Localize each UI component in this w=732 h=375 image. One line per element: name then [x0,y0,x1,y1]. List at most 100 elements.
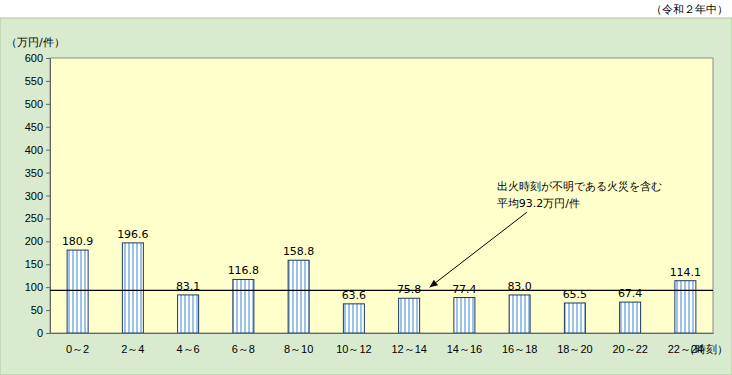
y-tick-mark [46,333,50,334]
y-tick-label: 100 [25,281,43,293]
data-label: 65.5 [563,288,588,301]
background [0,18,732,375]
x-tick: 8～10 [284,343,313,355]
y-tick: 200 [25,235,50,247]
data-label: 196.6 [117,228,149,241]
x-tick-label: 18～20 [557,343,592,355]
y-tick: 500 [25,98,50,110]
y-tick-mark [46,150,50,151]
y-axis: 0 50 100 150 200 250 300 350 400 450 500 550 600 [25,52,51,339]
subtitle: （令和２年中） [651,3,728,16]
data-label: 75.8 [397,283,422,296]
y-tick-mark [46,196,50,197]
y-tick: 450 [25,121,50,133]
data-label: 63.6 [342,289,367,302]
y-tick-mark [46,241,50,242]
y-tick: 0 [37,327,50,339]
data-label: 83.1 [176,280,201,293]
y-tick: 550 [25,75,50,87]
y-tick-mark [46,264,50,265]
bar [288,260,309,333]
y-tick: 350 [25,167,50,179]
y-tick-mark [46,310,50,311]
x-tick: 18～20 [557,343,592,355]
y-tick-label: 250 [25,212,43,224]
y-tick-mark [46,104,50,105]
x-tick: 6～8 [232,343,255,355]
data-label: 67.4 [618,287,643,300]
y-tick: 50 [31,304,50,316]
y-tick-label: 550 [25,75,43,87]
annotation-text: 出火時刻が不明である火災を含む [497,180,662,193]
bars [50,243,713,333]
bar [343,304,364,333]
bar [399,298,420,333]
y-tick-mark [46,58,50,59]
x-tick: 4～6 [177,343,200,355]
bar [620,302,641,333]
y-tick-label: 50 [31,304,43,316]
y-tick: 600 [25,52,50,64]
annotation: 出火時刻が不明である火災を含む平均93.2万円/件 [430,180,662,287]
y-tick-label: 600 [25,52,43,64]
y-tick-label: 150 [25,258,43,270]
x-tick-label: 10～12 [336,343,371,355]
bar [675,281,696,333]
y-tick-label: 400 [25,144,43,156]
data-label: 77.4 [452,283,477,296]
bar [67,250,88,333]
x-tick: 20～22 [612,343,647,355]
y-tick-label: 500 [25,98,43,110]
bar [454,298,475,333]
bar [122,243,143,333]
x-tick: 12～14 [391,343,426,355]
y-tick: 300 [25,190,50,202]
y-tick: 100 [25,281,50,293]
y-tick-mark [46,173,50,174]
y-tick-mark [46,287,50,288]
data-label: 116.8 [228,264,260,277]
bar [564,303,585,333]
x-tick: 14～16 [447,343,482,355]
bar [509,295,530,333]
y-tick-mark [46,81,50,82]
x-tick: 2～4 [121,343,144,355]
x-tick: 0～2 [66,343,89,355]
x-tick: 10～12 [336,343,371,355]
y-tick: 150 [25,258,50,270]
chart: 0 50 100 150 200 250 300 350 400 450 500 550 600 0～2 2… [0,0,732,375]
annotation-arrowhead [430,280,438,288]
data-label: 158.8 [283,245,315,258]
data-label: 114.1 [670,266,702,279]
x-tick: 16～18 [502,343,537,355]
bar [178,295,199,333]
x-axis-line [51,333,714,334]
annotation-text: 平均93.2万円/件 [497,197,580,210]
average-line [50,290,713,291]
x-tick-label: 12～14 [391,343,426,355]
y-tick-mark [46,127,50,128]
y-axis-title: （万円/件） [6,36,65,49]
x-axis-title: （時刻） [684,343,728,356]
x-tick-label: 2～4 [121,343,144,355]
x-tick-label: 8～10 [284,343,313,355]
y-tick-label: 450 [25,121,43,133]
x-tick-label: 14～16 [447,343,482,355]
y-tick-label: 300 [25,190,43,202]
y-tick-label: 0 [37,327,43,339]
data-label: 180.9 [62,235,94,248]
y-tick: 250 [25,212,50,224]
data-labels: 180.9 196.6 83.1 116.8 158.8 63.6 75.8 77.4 83.0… [62,228,701,302]
x-tick-label: 4～6 [177,343,200,355]
y-axis-line [46,59,51,334]
x-tick-label: 6～8 [232,343,255,355]
x-tick-label: 0～2 [66,343,89,355]
y-tick-mark [46,218,50,219]
data-label: 83.0 [507,280,532,293]
plot-area [50,58,713,333]
x-tick-label: 20～22 [612,343,647,355]
x-axis: 0～2 2～4 4～6 6～8 8～10 10～12 12～14 14～16 16～18 18～2… [51,334,714,355]
y-tick-label: 350 [25,167,43,179]
annotation-arrow [430,212,527,287]
y-tick: 400 [25,144,50,156]
